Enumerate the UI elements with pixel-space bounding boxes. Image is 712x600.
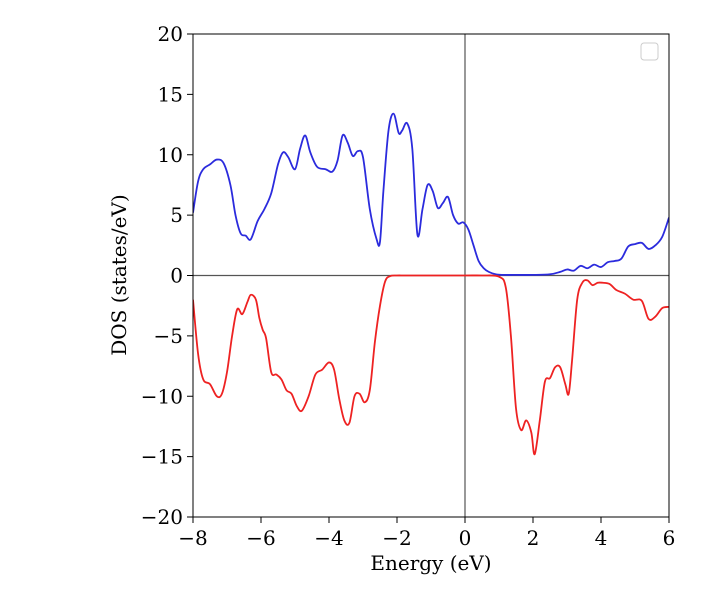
series-line-1 — [193, 112, 669, 276]
y-tick-label: 0 — [170, 264, 183, 288]
x-tick-label: −4 — [314, 526, 343, 550]
y-tick-label: 20 — [158, 22, 183, 46]
x-axis: −8 −6 −4 −2 0 2 4 6 — [178, 517, 675, 550]
x-tick-label: −8 — [178, 526, 207, 550]
y-tick-label: −10 — [141, 384, 183, 408]
y-tick-label: 10 — [158, 143, 183, 167]
y-tick-label: −5 — [154, 324, 183, 348]
legend-box — [640, 42, 659, 61]
y-axis-label: DOS (states/eV) — [107, 194, 131, 355]
y-tick-label: −20 — [141, 505, 183, 529]
y-tick-label: 15 — [158, 82, 183, 106]
x-tick-label: 2 — [527, 526, 540, 550]
y-axis: −20 −15 −10 −5 0 5 10 15 20 — [141, 22, 193, 529]
series-layer — [193, 112, 669, 456]
x-tick-label: −2 — [382, 526, 411, 550]
series-line-2 — [193, 274, 669, 456]
y-tick-label: −15 — [141, 445, 183, 469]
x-axis-label: Energy (eV) — [370, 551, 491, 575]
y-tick-label: 5 — [170, 203, 183, 227]
x-tick-label: 0 — [459, 526, 472, 550]
x-tick-label: −6 — [246, 526, 275, 550]
x-tick-label: 6 — [663, 526, 676, 550]
x-tick-label: 4 — [595, 526, 608, 550]
